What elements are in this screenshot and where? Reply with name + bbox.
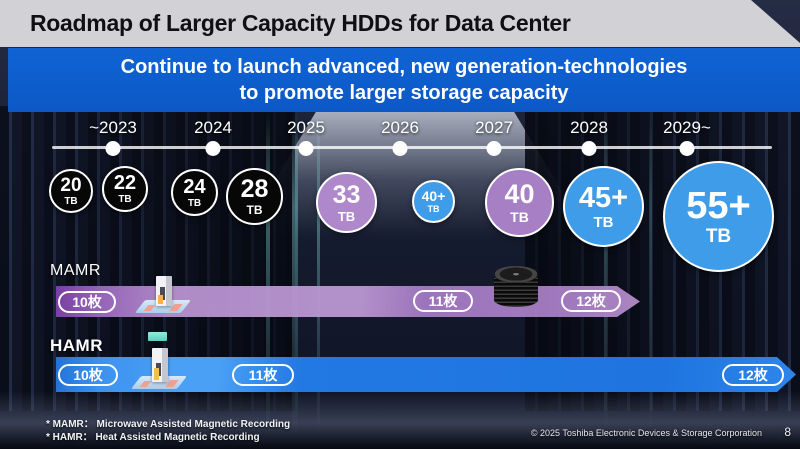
page-number: 8 (784, 425, 791, 439)
coil-icon (158, 295, 163, 304)
capacity-bubble-20tb: 20 TB (49, 169, 93, 213)
slot-icon (160, 287, 165, 300)
capacity-value: 24 (183, 175, 206, 198)
timeline-year-2029: 2029~ (663, 118, 711, 137)
footnote-hamr: * HAMR： Heat Assisted Magnetic Recording (46, 431, 260, 443)
timeline-year-2025: 2025 (287, 118, 325, 137)
mamr-label: MAMR (50, 262, 101, 279)
capacity-value: 33 (332, 180, 361, 209)
hdd-platter-stack-icon (494, 266, 538, 309)
timeline-year-2023: ~2023 (89, 118, 137, 137)
hamr-platter-count-12: 12枚 (722, 364, 784, 386)
capacity-unit: TB (427, 204, 440, 214)
capacity-unit: TB (705, 226, 732, 247)
timeline-year-2024: 2024 (194, 118, 232, 137)
capacity-bubble-24tb: 24 TB (171, 169, 218, 216)
capacity-unit: TB (337, 208, 356, 224)
capacity-bubble-55plus-tb: 55+ TB (663, 161, 774, 272)
timeline-dot (105, 140, 121, 156)
timeline-dot (679, 140, 695, 156)
coil-icon (154, 368, 159, 380)
page-title: Roadmap of Larger Capacity HDDs for Data… (30, 10, 571, 36)
capacity-unit: TB (510, 209, 529, 225)
capacity-value: 55+ (686, 185, 751, 227)
timeline-dot (486, 140, 502, 156)
capacity-bubble-33tb: 33 TB (316, 172, 377, 233)
capacity-unit: TB (64, 195, 78, 207)
mamr-platter-count-10: 10枚 (58, 291, 116, 313)
footnote-mamr: * MAMR： Microwave Assisted Magnetic Reco… (46, 419, 291, 430)
light-streak (649, 110, 652, 435)
disk-top-icon (494, 266, 538, 283)
banner-line-1: Continue to launch advanced, new generat… (120, 56, 688, 78)
mamr-platter-count-12: 12枚 (561, 290, 621, 312)
mamr-platter-count-11: 11枚 (413, 290, 473, 312)
capacity-unit: TB (118, 194, 132, 205)
mamr-head-icon (134, 263, 192, 313)
hamr-platter-count-10: 10枚 (58, 364, 118, 386)
hamr-roadmap-arrow (56, 357, 796, 392)
capacity-unit: TB (246, 203, 263, 217)
light-streak (317, 110, 320, 435)
capacity-value: 40 (504, 179, 535, 209)
capacity-value: 40+ (421, 188, 446, 204)
capacity-bubble-40tb: 40 TB (485, 168, 554, 237)
capacity-value: 22 (113, 172, 137, 194)
timeline-year-2026: 2026 (381, 118, 419, 137)
capacity-bubble-45plus-tb: 45+ TB (563, 166, 644, 247)
capacity-bubble-22tb: 22 TB (102, 166, 148, 212)
capacity-unit: TB (187, 197, 202, 209)
laser-cap-icon (148, 332, 167, 341)
capacity-bubble-40plus-tb: 40+ TB (412, 180, 455, 223)
banner-line-2: to promote larger storage capacity (239, 82, 569, 104)
copyright-text: © 2025 Toshiba Electronic Devices & Stor… (530, 428, 762, 438)
capacity-value: 45+ (578, 181, 629, 214)
timeline-dot (392, 140, 408, 156)
timeline-year-2028: 2028 (570, 118, 608, 137)
capacity-value: 20 (60, 174, 82, 196)
capacity-bubble-28tb: 28 TB (226, 168, 283, 225)
light-streak (604, 110, 608, 435)
capacity-value: 28 (240, 175, 269, 203)
hamr-label: HAMR (50, 336, 103, 355)
timeline-axis (52, 146, 772, 149)
light-streak (292, 110, 298, 435)
timeline-year-2027: 2027 (475, 118, 513, 137)
message-banner: Continue to launch advanced, new generat… (8, 48, 800, 112)
timeline-dot (581, 140, 597, 156)
hamr-head-icon (130, 332, 188, 389)
title-bar: Roadmap of Larger Capacity HDDs for Data… (0, 0, 800, 47)
server-room-floor (0, 391, 800, 449)
timeline-dot (205, 140, 221, 156)
light-streak (266, 110, 270, 435)
capacity-unit: TB (593, 213, 614, 231)
footnotes: * MAMR： Microwave Assisted Magnetic Reco… (46, 419, 290, 444)
timeline-dot (298, 140, 314, 156)
hamr-platter-count-11: 11枚 (232, 364, 294, 386)
